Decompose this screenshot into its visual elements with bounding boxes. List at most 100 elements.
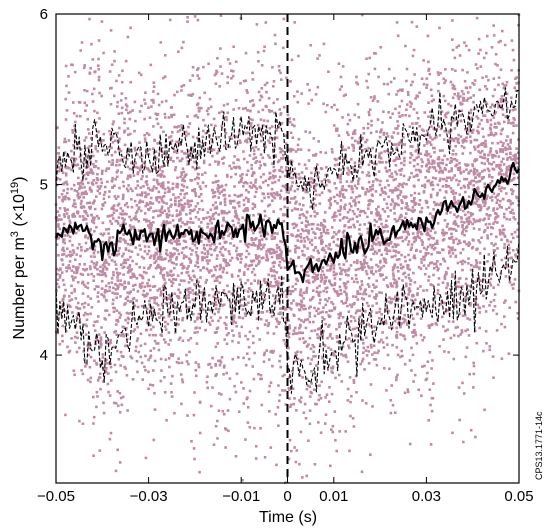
scatter-point xyxy=(120,158,124,161)
scatter-point xyxy=(493,122,497,125)
scatter-point xyxy=(492,376,495,379)
scatter-point xyxy=(175,151,179,154)
scatter-point xyxy=(112,211,116,215)
scatter-point xyxy=(348,376,352,379)
scatter-point xyxy=(263,351,266,355)
scatter-point xyxy=(89,136,93,140)
scatter-point xyxy=(120,212,124,216)
scatter-point xyxy=(382,264,386,268)
scatter-point xyxy=(446,111,450,114)
scatter-point xyxy=(194,264,197,267)
scatter-point xyxy=(247,357,251,361)
scatter-point xyxy=(374,238,378,241)
scatter-point xyxy=(313,232,317,235)
scatter-point xyxy=(417,266,421,269)
scatter-point xyxy=(409,152,413,155)
scatter-point xyxy=(307,266,311,270)
scatter-point xyxy=(356,298,360,301)
scatter-point xyxy=(145,132,149,135)
scatter-point xyxy=(216,184,220,187)
scatter-point xyxy=(64,413,67,417)
scatter-point xyxy=(399,190,403,193)
scatter-point xyxy=(441,231,444,235)
scatter-point xyxy=(208,97,212,101)
scatter-point xyxy=(279,150,282,154)
scatter-point xyxy=(202,246,206,250)
scatter-point xyxy=(441,149,444,152)
scatter-point xyxy=(513,217,517,221)
scatter-point xyxy=(212,217,216,221)
scatter-point xyxy=(374,52,377,55)
scatter-point xyxy=(337,263,341,266)
scatter-point xyxy=(502,212,506,216)
scatter-point xyxy=(210,221,213,225)
scatter-point xyxy=(403,391,407,395)
scatter-point xyxy=(413,209,416,212)
scatter-point xyxy=(313,272,316,275)
scatter-point xyxy=(276,406,280,409)
scatter-point xyxy=(279,71,282,75)
scatter-point xyxy=(214,301,217,304)
scatter-point xyxy=(454,191,458,195)
scatter-point xyxy=(101,264,105,267)
scatter-point xyxy=(344,321,347,324)
scatter-point xyxy=(441,228,445,232)
scatter-point xyxy=(115,209,118,212)
scatter-point xyxy=(434,231,437,234)
scatter-point xyxy=(435,323,439,326)
scatter-point xyxy=(217,409,221,412)
scatter-point xyxy=(91,92,94,96)
scatter-point xyxy=(185,271,188,274)
scatter-point xyxy=(179,225,183,228)
scatter-point xyxy=(403,313,407,317)
scatter-point xyxy=(149,201,152,204)
scatter-point xyxy=(297,54,300,58)
scatter-point xyxy=(383,258,386,261)
scatter-point xyxy=(352,240,356,243)
scatter-point xyxy=(422,289,425,292)
scatter-point xyxy=(156,92,160,96)
scatter-point xyxy=(318,284,321,288)
scatter-point xyxy=(312,248,316,252)
scatter-point xyxy=(68,304,71,307)
scatter-point xyxy=(478,88,481,92)
scatter-point xyxy=(463,138,466,141)
scatter-point xyxy=(392,297,395,301)
scatter-point xyxy=(339,322,343,325)
scatter-point xyxy=(116,204,120,207)
scatter-point xyxy=(263,298,267,301)
scatter-point xyxy=(189,259,193,263)
scatter-point xyxy=(121,266,124,270)
scatter-point xyxy=(162,273,166,277)
scatter-point xyxy=(222,162,225,165)
scatter-point xyxy=(361,136,364,140)
scatter-point xyxy=(367,221,371,224)
scatter-point xyxy=(262,360,266,363)
scatter-point xyxy=(465,229,468,233)
scatter-point xyxy=(387,215,390,218)
scatter-point xyxy=(268,249,271,252)
scatter-point xyxy=(191,269,195,273)
scatter-point xyxy=(181,316,185,320)
scatter-point xyxy=(503,243,506,246)
scatter-point xyxy=(181,179,184,182)
scatter-point xyxy=(395,317,399,321)
scatter-point xyxy=(91,172,95,175)
scatter-point xyxy=(310,391,313,395)
scatter-point xyxy=(436,260,439,263)
scatter-point xyxy=(320,191,324,194)
scatter-point xyxy=(341,65,345,68)
scatter-point xyxy=(385,169,388,173)
scatter-point xyxy=(71,277,75,280)
scatter-point xyxy=(490,272,493,276)
scatter-point xyxy=(343,188,346,192)
scatter-point xyxy=(425,86,428,89)
scatter-point xyxy=(218,192,222,195)
scatter-point xyxy=(465,226,468,229)
scatter-point xyxy=(364,242,367,245)
scatter-point xyxy=(78,263,81,266)
scatter-point xyxy=(104,185,107,189)
scatter-point xyxy=(126,35,130,39)
scatter-point xyxy=(196,136,199,140)
scatter-point xyxy=(449,255,452,258)
